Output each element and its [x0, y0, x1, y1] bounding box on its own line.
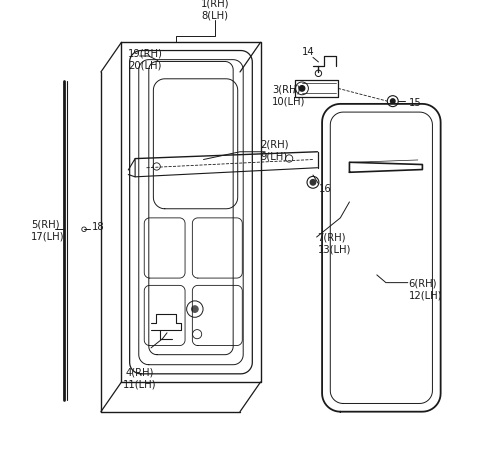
Circle shape	[300, 86, 305, 92]
Text: 5(RH)
17(LH): 5(RH) 17(LH)	[31, 219, 65, 241]
Circle shape	[192, 306, 198, 313]
Text: 4(RH)
11(LH): 4(RH) 11(LH)	[123, 366, 156, 388]
Text: 7(RH)
13(LH): 7(RH) 13(LH)	[318, 233, 351, 254]
Circle shape	[310, 180, 316, 186]
Text: 2(RH)
9(LH): 2(RH) 9(LH)	[261, 139, 289, 161]
Text: 1(RH)
8(LH): 1(RH) 8(LH)	[201, 0, 229, 20]
Text: 6(RH)
12(LH): 6(RH) 12(LH)	[408, 278, 442, 300]
Text: 19(RH)
20(LH): 19(RH) 20(LH)	[128, 48, 163, 70]
Text: 15: 15	[408, 97, 421, 107]
Text: 14: 14	[302, 47, 315, 57]
Text: 3(RH)
10(LH): 3(RH) 10(LH)	[272, 85, 305, 106]
Text: 16: 16	[318, 183, 331, 193]
Text: 18: 18	[92, 222, 105, 232]
Circle shape	[390, 100, 395, 104]
